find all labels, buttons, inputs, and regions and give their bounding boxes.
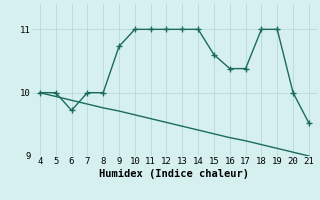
X-axis label: Humidex (Indice chaleur): Humidex (Indice chaleur) xyxy=(100,169,249,179)
